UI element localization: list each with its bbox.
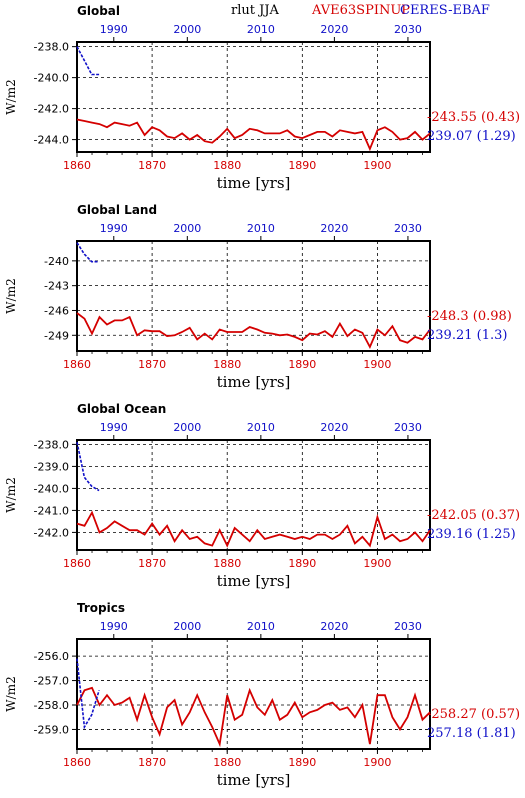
x-tick-label-bottom: 1890 xyxy=(288,756,316,769)
y-tick-label: -257.0 xyxy=(34,675,69,688)
x-tick-label-bottom: 1890 xyxy=(288,159,316,172)
y-axis-label: W/m2 xyxy=(4,477,18,512)
model-stat-label: -248.3 (0.98) xyxy=(427,309,512,324)
x-tick-label-top: 1990 xyxy=(100,620,128,633)
x-tick-label-top: 2000 xyxy=(173,421,201,434)
x-tick-label-top: 2000 xyxy=(173,222,201,235)
x-tick-label-bottom: 1870 xyxy=(138,756,166,769)
model-series-line xyxy=(76,510,431,548)
y-axis-label: W/m2 xyxy=(4,79,18,114)
y-tick-label: -240.0 xyxy=(34,72,69,85)
model-series-line xyxy=(76,686,431,748)
x-axis-label: time [yrs] xyxy=(217,174,291,192)
panel-title: Global xyxy=(77,4,120,18)
y-tick-label: -240.0 xyxy=(34,482,69,495)
y-axis-label: W/m2 xyxy=(4,278,18,313)
x-tick-label-bottom: 1880 xyxy=(213,557,241,570)
x-tick-label-top: 2000 xyxy=(173,23,201,36)
y-tick-label: -243 xyxy=(44,280,69,293)
x-tick-label-top: 2010 xyxy=(247,620,275,633)
panel-title: Global Land xyxy=(77,203,157,217)
obs-name: CERES-EBAF xyxy=(400,3,490,18)
plot-frame xyxy=(76,240,431,352)
panel-global: -238.0 -240.0 -242.0 -244.0 1860 1870 1880 1890… xyxy=(4,4,520,192)
x-tick-label-bottom: 1870 xyxy=(138,358,166,371)
obs-stat-label: 239.21 (1.3) xyxy=(427,328,507,343)
obs-stat-label: 239.16 (1.25) xyxy=(427,527,516,542)
plot-frame xyxy=(76,439,431,551)
x-tick-label-bottom: 1870 xyxy=(138,159,166,172)
x-axis-label: time [yrs] xyxy=(217,771,291,789)
y-axis-label: W/m2 xyxy=(4,676,18,711)
x-tick-label-bottom: 1900 xyxy=(363,756,391,769)
panel-global-ocean: -238.0 -239.0 -240.0 -241.0 -242.0 1860 1870 18… xyxy=(4,402,520,590)
obs-stat-label: 239.07 (1.29) xyxy=(427,129,516,144)
panel-title: Tropics xyxy=(77,601,125,615)
x-tick-label-top: 2030 xyxy=(394,222,422,235)
y-tick-label: -238.0 xyxy=(34,41,69,54)
panel-title: Global Ocean xyxy=(77,402,166,416)
x-tick-label-top: 2030 xyxy=(394,620,422,633)
x-axis-label: time [yrs] xyxy=(217,572,291,590)
x-tick-label-top: 2020 xyxy=(320,23,348,36)
y-tick-label: -241.0 xyxy=(34,504,69,517)
variable-label: rlut JJA xyxy=(231,3,280,18)
y-tick-label: -240 xyxy=(44,255,69,268)
y-tick-label: -259.0 xyxy=(34,723,69,736)
x-tick-label-bottom: 1900 xyxy=(363,159,391,172)
model-series-line xyxy=(76,312,431,349)
x-tick-label-bottom: 1890 xyxy=(288,358,316,371)
plot-frame xyxy=(76,41,431,153)
x-tick-label-bottom: 1880 xyxy=(213,159,241,172)
x-tick-label-top: 2010 xyxy=(247,23,275,36)
x-tick-label-top: 2010 xyxy=(247,222,275,235)
y-tick-label: -256.0 xyxy=(34,650,69,663)
x-tick-label-top: 2020 xyxy=(320,421,348,434)
obs-series-line xyxy=(76,46,100,76)
model-series-line xyxy=(76,118,431,152)
plot-frame xyxy=(76,638,431,750)
model-stat-label: -258.27 (0.57) xyxy=(427,707,520,722)
y-tick-label: -258.0 xyxy=(34,699,69,712)
y-tick-label: -242.0 xyxy=(34,103,69,116)
x-tick-label-top: 2010 xyxy=(247,421,275,434)
y-tick-label: -242.0 xyxy=(34,526,69,539)
y-tick-label: -239.0 xyxy=(34,460,69,473)
panel-tropics: -256.0 -257.0 -258.0 -259.0 1860 1870 1880 1890… xyxy=(4,601,520,789)
x-tick-label-top: 1990 xyxy=(100,23,128,36)
x-tick-label-bottom: 1900 xyxy=(363,557,391,570)
y-tick-label: -238.0 xyxy=(34,438,69,451)
obs-stat-label: 257.18 (1.81) xyxy=(427,726,516,741)
x-axis-label: time [yrs] xyxy=(217,373,291,391)
x-tick-label-top: 1990 xyxy=(100,421,128,434)
obs-series-line xyxy=(76,658,100,730)
model-stat-label: -242.05 (0.37) xyxy=(427,508,520,523)
y-tick-label: -246 xyxy=(44,304,69,317)
obs-series-line xyxy=(76,242,100,263)
x-tick-label-bottom: 1900 xyxy=(363,358,391,371)
x-tick-label-bottom: 1860 xyxy=(63,756,91,769)
y-tick-label: -249 xyxy=(44,329,69,342)
y-tick-label: -244.0 xyxy=(34,134,69,147)
panel-global-land: -240 -243 -246 -249 1860 1870 1880 1890 1900 1990… xyxy=(4,203,512,391)
x-tick-label-bottom: 1880 xyxy=(213,756,241,769)
x-tick-label-top: 1990 xyxy=(100,222,128,235)
x-tick-label-bottom: 1890 xyxy=(288,557,316,570)
x-tick-label-bottom: 1860 xyxy=(63,358,91,371)
x-tick-label-bottom: 1870 xyxy=(138,557,166,570)
obs-series-line xyxy=(76,442,100,492)
model-name: AVE63SPINUP xyxy=(311,3,410,18)
x-tick-label-bottom: 1880 xyxy=(213,358,241,371)
x-tick-label-top: 2020 xyxy=(320,222,348,235)
x-tick-label-top: 2020 xyxy=(320,620,348,633)
x-tick-label-top: 2030 xyxy=(394,23,422,36)
x-tick-label-bottom: 1860 xyxy=(63,159,91,172)
x-tick-label-top: 2030 xyxy=(394,421,422,434)
model-stat-label: -243.55 (0.43) xyxy=(427,110,520,125)
x-tick-label-top: 2000 xyxy=(173,620,201,633)
x-tick-label-bottom: 1860 xyxy=(63,557,91,570)
